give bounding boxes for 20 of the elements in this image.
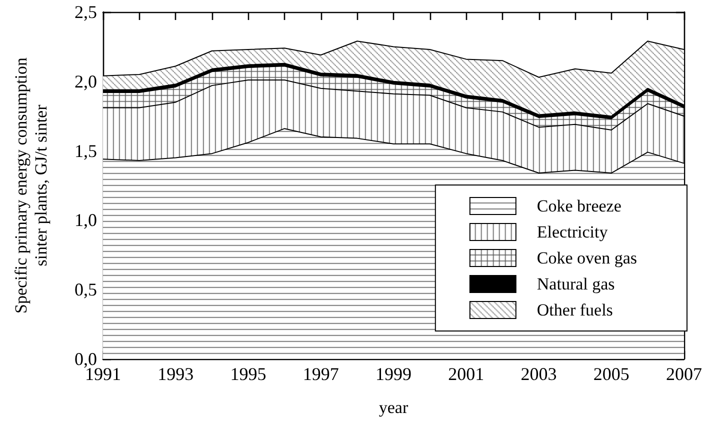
x-axis-title: year: [378, 398, 408, 417]
x-tick-label: 1993: [158, 364, 194, 384]
y-tick-label: 1,0: [74, 210, 97, 230]
x-tick-label: 1995: [230, 364, 266, 384]
legend-label: Natural gas: [536, 274, 615, 294]
legend-label: Electricity: [536, 222, 608, 242]
x-tick-label: 1997: [302, 364, 339, 384]
x-tick-label: 2005: [593, 364, 630, 384]
x-tick-label: 2007: [666, 364, 702, 384]
x-tick-label: 2001: [448, 364, 484, 384]
x-tick-label: 2003: [520, 364, 557, 384]
legend-label: Coke breeze: [536, 196, 622, 216]
y-tick-label: 2,5: [74, 2, 97, 22]
legend-label: Other fuels: [536, 300, 613, 320]
x-tick-label: 1999: [376, 364, 412, 384]
y-tick-label: 1,5: [74, 140, 97, 161]
y-tick-label: 0,5: [74, 280, 97, 300]
legend-label: Coke oven gas: [536, 248, 638, 268]
y-tick-label: 2,0: [74, 71, 97, 92]
y-axis-title: Specific primary energy consumption sinter plants, GJ/t sinter: [12, 56, 50, 314]
